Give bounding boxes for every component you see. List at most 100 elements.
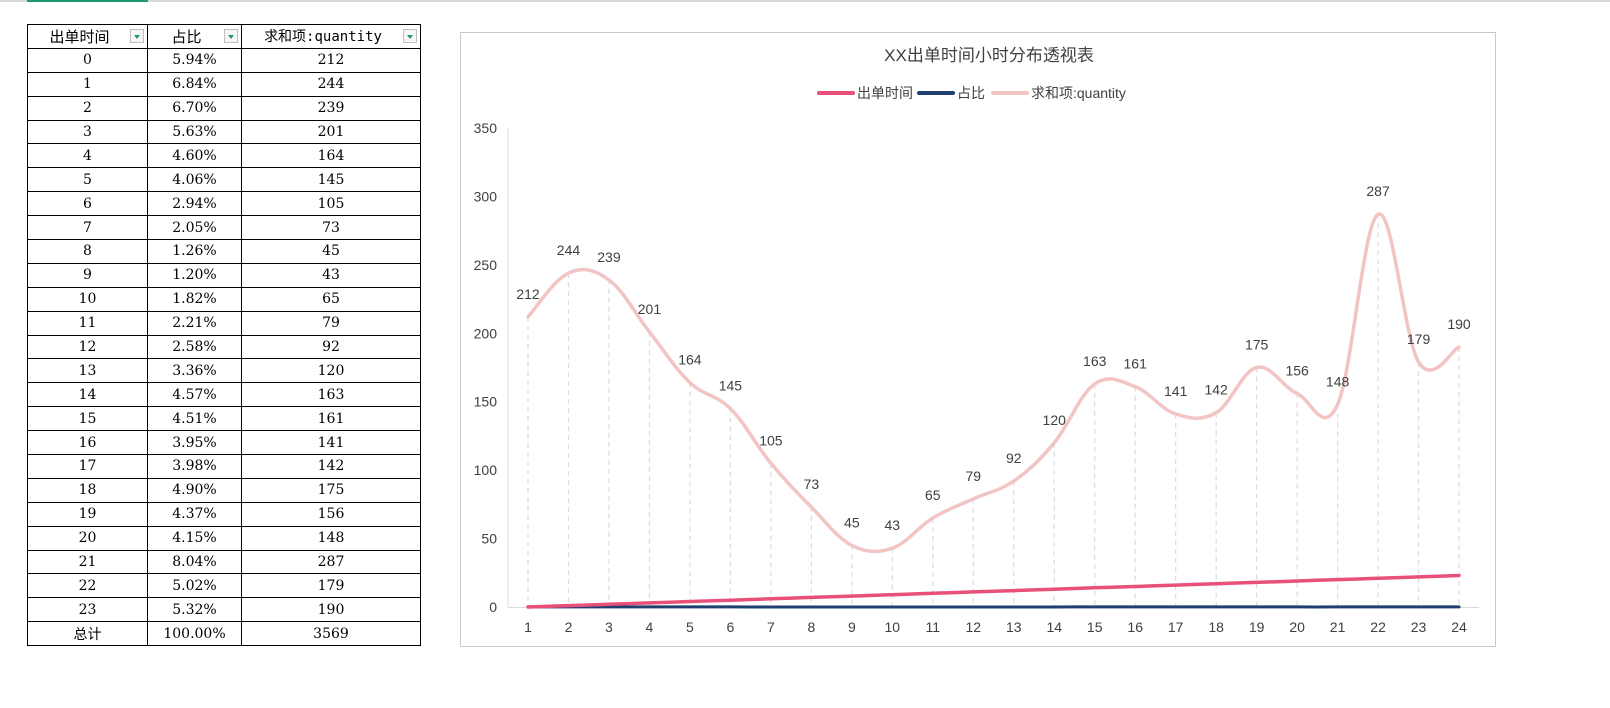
hour-cell[interactable]: 2: [27, 95, 148, 121]
ratio-cell[interactable]: 2.21%: [147, 310, 242, 336]
hour-cell[interactable]: 0: [27, 47, 148, 73]
dropdown-filter-icon[interactable]: [130, 29, 144, 43]
ratio-cell[interactable]: 5.63%: [147, 119, 242, 145]
ratio-cell[interactable]: 2.58%: [147, 334, 242, 360]
hour-cell[interactable]: 6: [27, 191, 148, 217]
hour-cell[interactable]: 4: [27, 143, 148, 169]
hour-cell[interactable]: 1: [27, 71, 148, 97]
active-sheet-tab-indicator[interactable]: [27, 0, 148, 2]
hour-cell[interactable]: 11: [27, 310, 148, 336]
hour-cell[interactable]: 7: [27, 215, 148, 241]
ratio-cell[interactable]: 5.02%: [147, 573, 242, 599]
quantity-cell[interactable]: 201: [241, 119, 421, 145]
quantity-cell[interactable]: 141: [241, 430, 421, 456]
data-label: 120: [1043, 412, 1067, 428]
x-tick-label: 2: [565, 619, 573, 635]
quantity-cell[interactable]: 179: [241, 573, 421, 599]
order-time-series-line: [526, 573, 1461, 609]
quantity-cell[interactable]: 45: [241, 239, 421, 264]
ratio-cell[interactable]: 6.84%: [147, 71, 242, 97]
table-row: 0 5.94% 212: [27, 47, 421, 73]
quantity-cell[interactable]: 156: [241, 501, 421, 527]
hour-cell[interactable]: 10: [27, 286, 148, 312]
x-tick-label: 23: [1411, 619, 1427, 635]
ratio-cell[interactable]: 3.95%: [147, 430, 242, 456]
line-chart[interactable]: XX出单时间小时分布透视表 出单时间 占比 求和项:quantity 0 50 100 1…: [460, 32, 1496, 647]
hour-cell[interactable]: 5: [27, 167, 148, 193]
quantity-cell[interactable]: 65: [241, 286, 421, 312]
data-label: 65: [925, 487, 941, 503]
quantity-cell[interactable]: 161: [241, 406, 421, 432]
data-label: 142: [1204, 382, 1228, 398]
hour-cell[interactable]: 9: [27, 262, 148, 288]
ratio-cell[interactable]: 4.37%: [147, 501, 242, 527]
hour-cell[interactable]: 15: [27, 406, 148, 432]
ratio-cell[interactable]: 2.05%: [147, 215, 242, 241]
hour-cell[interactable]: 22: [27, 573, 148, 599]
quantity-cell[interactable]: 142: [241, 454, 421, 479]
ratio-cell[interactable]: 5.94%: [147, 47, 242, 73]
quantity-cell[interactable]: 190: [241, 597, 421, 623]
hour-cell[interactable]: 13: [27, 358, 148, 384]
x-tick-label: 9: [848, 619, 856, 635]
hour-cell[interactable]: 14: [27, 382, 148, 408]
x-tick-label: 3: [605, 619, 613, 635]
total-label[interactable]: 总计: [27, 621, 148, 647]
quantity-cell[interactable]: 148: [241, 525, 421, 551]
ratio-cell[interactable]: 1.20%: [147, 262, 242, 288]
x-axis: 1 2 3 4 5 6 7 8 9 10 11 12 13 14 15 16 17 18 19 20 21 22 23 24: [508, 607, 1480, 635]
hour-cell[interactable]: 8: [27, 239, 148, 264]
hour-cell[interactable]: 12: [27, 334, 148, 360]
quantity-cell[interactable]: 79: [241, 310, 421, 336]
hour-cell[interactable]: 16: [27, 430, 148, 456]
ratio-cell[interactable]: 4.90%: [147, 477, 242, 503]
ratio-cell[interactable]: 1.82%: [147, 286, 242, 312]
quantity-cell[interactable]: 163: [241, 382, 421, 408]
total-quantity[interactable]: 3569: [241, 621, 421, 647]
ratio-cell[interactable]: 3.98%: [147, 454, 242, 479]
hour-cell[interactable]: 20: [27, 525, 148, 551]
quantity-cell[interactable]: 145: [241, 167, 421, 193]
y-tick-label: 150: [474, 394, 498, 410]
ratio-cell[interactable]: 3.36%: [147, 358, 242, 384]
table-row: 5 4.06% 145: [27, 167, 421, 193]
x-tick-label: 18: [1208, 619, 1224, 635]
quantity-cell[interactable]: 120: [241, 358, 421, 384]
dropdown-filter-icon[interactable]: [224, 29, 238, 43]
ratio-cell[interactable]: 4.06%: [147, 167, 242, 193]
quantity-cell[interactable]: 43: [241, 262, 421, 288]
ratio-cell[interactable]: 4.51%: [147, 406, 242, 432]
hour-cell[interactable]: 17: [27, 454, 148, 479]
quantity-cell[interactable]: 105: [241, 191, 421, 217]
quantity-cell[interactable]: 287: [241, 549, 421, 575]
quantity-cell[interactable]: 239: [241, 95, 421, 121]
quantity-cell[interactable]: 92: [241, 334, 421, 360]
total-ratio[interactable]: 100.00%: [147, 621, 242, 647]
ratio-cell[interactable]: 4.60%: [147, 143, 242, 169]
table-row: 18 4.90% 175: [27, 477, 421, 503]
quantity-cell[interactable]: 73: [241, 215, 421, 241]
table-row: 12 2.58% 92: [27, 334, 421, 360]
quantity-cell[interactable]: 175: [241, 477, 421, 503]
data-label: 79: [965, 468, 981, 484]
ratio-cell[interactable]: 1.26%: [147, 239, 242, 264]
ratio-cell[interactable]: 8.04%: [147, 549, 242, 575]
quantity-cell[interactable]: 212: [241, 47, 421, 73]
y-tick-label: 100: [474, 462, 498, 478]
table-row: 10 1.82% 65: [27, 286, 421, 312]
x-tick-label: 20: [1289, 619, 1305, 635]
hour-cell[interactable]: 18: [27, 477, 148, 503]
quantity-cell[interactable]: 244: [241, 71, 421, 97]
ratio-cell[interactable]: 6.70%: [147, 95, 242, 121]
dropdown-filter-icon[interactable]: [403, 29, 417, 43]
hour-cell[interactable]: 3: [27, 119, 148, 145]
hour-cell[interactable]: 23: [27, 597, 148, 623]
ratio-cell[interactable]: 2.94%: [147, 191, 242, 217]
hour-cell[interactable]: 19: [27, 501, 148, 527]
ratio-cell[interactable]: 5.32%: [147, 597, 242, 623]
quantity-cell[interactable]: 164: [241, 143, 421, 169]
ratio-cell[interactable]: 4.57%: [147, 382, 242, 408]
hour-cell[interactable]: 21: [27, 549, 148, 575]
y-tick-label: 200: [474, 325, 498, 341]
ratio-cell[interactable]: 4.15%: [147, 525, 242, 551]
